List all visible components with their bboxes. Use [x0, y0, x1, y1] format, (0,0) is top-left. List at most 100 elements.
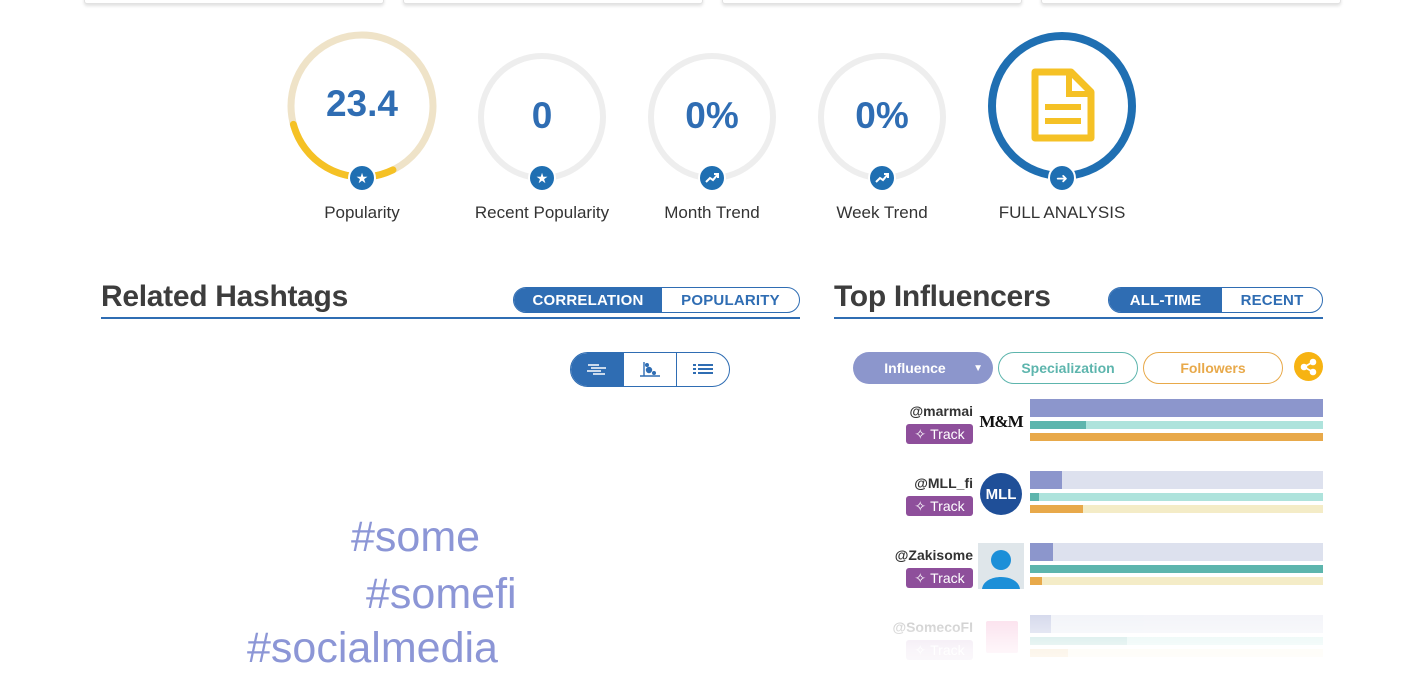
list-view-icon[interactable] [676, 353, 729, 386]
tab-popularity[interactable]: POPULARITY [681, 291, 780, 309]
star-icon: ★ [528, 164, 556, 192]
followers-bar-fill [1030, 649, 1069, 657]
specialization-bar-fill [1030, 421, 1086, 429]
tab-all-time[interactable]: ALL-TIME [1109, 288, 1222, 312]
share-icon[interactable] [1294, 352, 1323, 381]
sort-specialization-pill[interactable]: Specialization [998, 352, 1138, 384]
influencer-name[interactable]: @SomecoFI [892, 619, 973, 635]
influencer-name[interactable]: @MLL_fi [914, 475, 973, 491]
avatar-text: M&M [979, 412, 1023, 431]
influencer-row[interactable]: @MLL_fi ✧ Track MLL [880, 471, 1323, 531]
influencer-row[interactable]: @SomecoFI ✧ Track [880, 615, 1323, 675]
influence-bar [1030, 543, 1323, 561]
track-label: Track [930, 642, 965, 658]
influence-bar [1030, 615, 1323, 633]
specialization-bar [1030, 565, 1323, 573]
avatar[interactable]: M&M [978, 399, 1024, 445]
full-analysis-button[interactable]: ➜ FULL ANALYSIS [986, 30, 1138, 222]
sort-influence-pill[interactable]: Influence ▼ [853, 352, 993, 384]
popularity-value: 23.4 [325, 83, 398, 124]
specialization-bar [1030, 637, 1323, 645]
specialization-bar-fill [1030, 565, 1323, 573]
influencer-name[interactable]: @Zakisome [894, 547, 973, 563]
top-influencers-title: Top Influencers [834, 280, 1051, 313]
influence-bar-fill [1030, 615, 1051, 633]
top-card-3 [722, 0, 1022, 4]
followers-bar [1030, 505, 1323, 513]
caret-down-icon: ▼ [973, 362, 983, 374]
hashtag-some[interactable]: #some [351, 513, 481, 561]
track-button[interactable]: ✧ Track [906, 640, 973, 660]
default-user-icon [982, 550, 1020, 589]
stat-month-trend[interactable]: 0% Month Trend [646, 30, 778, 222]
influence-bar [1030, 471, 1323, 489]
followers-bar-fill [1030, 577, 1042, 585]
trend-up-icon [868, 164, 896, 192]
track-button[interactable]: ✧ Track [906, 496, 973, 516]
sort-followers-pill[interactable]: Followers [1143, 352, 1283, 384]
track-button[interactable]: ✧ Track [906, 568, 973, 588]
followers-bar-fill [1030, 505, 1083, 513]
related-hashtags-title: Related Hashtags [101, 280, 348, 313]
followers-bar [1030, 649, 1323, 657]
popularity-label: Popularity [324, 203, 400, 222]
twitter-icon: ✧ [914, 497, 927, 514]
popularity-gauge-fill [287, 31, 437, 181]
top-card-4 [1041, 0, 1341, 4]
sort-followers-label: Followers [1180, 360, 1246, 376]
influencer-period-toggle: ALL-TIME RECENT [1108, 287, 1323, 313]
stat-popularity[interactable]: 23.4 ★ Popularity [286, 30, 438, 222]
specialization-bar-fill [1030, 637, 1127, 645]
followers-bar [1030, 577, 1323, 585]
metric-bars [1030, 471, 1323, 513]
avatar[interactable] [986, 621, 1018, 653]
influencer-row[interactable]: @Zakisome ✧ Track [880, 543, 1323, 603]
recent-popularity-label: Recent Popularity [474, 203, 610, 222]
twitter-icon: ✧ [914, 425, 927, 442]
cloud-view-icon[interactable] [571, 353, 623, 386]
full-analysis-label: FULL ANALYSIS [998, 203, 1126, 222]
arrow-right-icon: ➜ [1048, 164, 1076, 192]
track-button[interactable]: ✧ Track [906, 424, 973, 444]
top-influencers-rule [834, 317, 1323, 319]
sort-specialization-label: Specialization [1021, 360, 1115, 376]
followers-bar-fill [1030, 433, 1323, 441]
track-label: Track [930, 570, 965, 586]
top-card-2 [403, 0, 703, 4]
scatter-view-icon[interactable] [623, 353, 676, 386]
avatar[interactable]: MLL [980, 473, 1022, 515]
specialization-bar [1030, 421, 1323, 429]
sort-influence-label: Influence [884, 360, 946, 376]
star-icon: ★ [348, 164, 376, 192]
trend-up-icon [698, 164, 726, 192]
metric-bars [1030, 615, 1323, 657]
specialization-bar [1030, 493, 1323, 501]
influencer-row[interactable]: @marmai ✧ Track M&M [880, 399, 1323, 459]
influence-bar [1030, 399, 1323, 417]
stat-week-trend[interactable]: 0% Week Trend [816, 30, 948, 222]
week-trend-label: Week Trend [836, 203, 928, 222]
tab-correlation[interactable]: CORRELATION [514, 288, 662, 312]
followers-bar [1030, 433, 1323, 441]
month-trend-label: Month Trend [664, 203, 760, 222]
hashtag-socialmedia[interactable]: #socialmedia [247, 624, 498, 672]
twitter-icon: ✧ [914, 641, 927, 658]
influence-bar-fill [1030, 399, 1323, 417]
stat-recent-popularity[interactable]: 0 ★ Recent Popularity [475, 30, 609, 222]
track-label: Track [930, 426, 965, 442]
metric-bars [1030, 543, 1323, 585]
hashtag-view-toggle [570, 352, 730, 387]
document-icon [1031, 68, 1095, 142]
influence-bar-fill [1030, 543, 1054, 561]
recent-popularity-value: 0 [531, 95, 553, 136]
hashtag-somefi[interactable]: #somefi [366, 570, 517, 618]
influence-bar-fill [1030, 471, 1063, 489]
influencer-name[interactable]: @marmai [909, 403, 973, 419]
track-label: Track [930, 498, 965, 514]
tab-recent[interactable]: RECENT [1240, 291, 1304, 309]
top-card-1 [84, 0, 384, 4]
avatar[interactable] [978, 543, 1024, 589]
metric-bars [1030, 399, 1323, 441]
avatar-text: MLL [985, 485, 1017, 503]
twitter-icon: ✧ [914, 569, 927, 586]
